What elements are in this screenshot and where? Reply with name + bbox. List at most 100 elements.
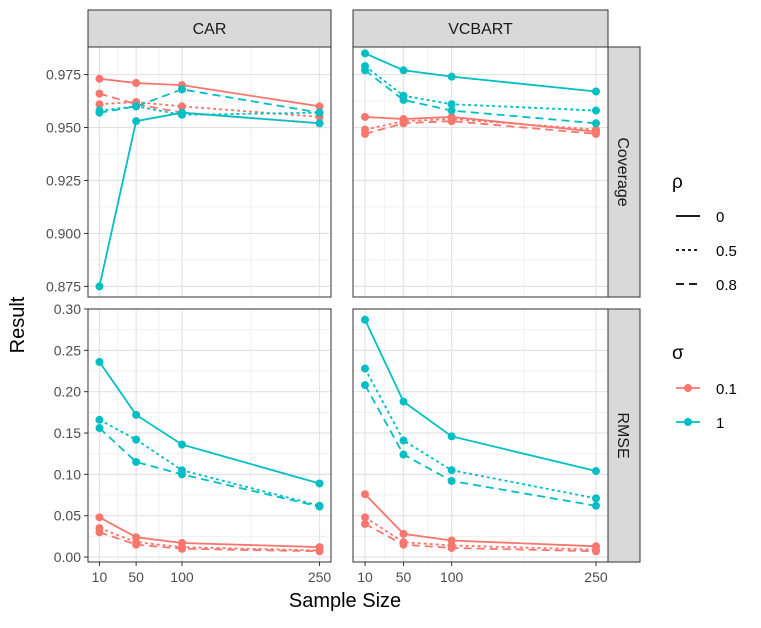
series-line-sigma-0.1-rho-0 bbox=[99, 77, 320, 108]
data-point bbox=[447, 476, 456, 485]
y-tick-label: 0.20 bbox=[54, 384, 81, 400]
x-tick-label: 50 bbox=[396, 569, 412, 585]
data-point bbox=[315, 547, 324, 556]
facet-strip-label: VCBART bbox=[448, 21, 513, 38]
color-legend-key-point bbox=[684, 418, 692, 426]
y-tick-label: 0.10 bbox=[54, 466, 81, 482]
facet-strip-label: RMSE bbox=[614, 412, 631, 458]
series-line-sigma-0.1-rho-0.8 bbox=[99, 92, 320, 125]
facet-strip-label: CAR bbox=[193, 21, 227, 38]
series-line-sigma-0.1-rho-0.8 bbox=[364, 523, 596, 553]
data-point bbox=[591, 129, 600, 138]
data-point bbox=[591, 87, 600, 96]
data-point bbox=[447, 117, 456, 126]
data-point bbox=[95, 513, 104, 522]
x-tick-label: 10 bbox=[357, 569, 373, 585]
linetype-legend-label: 0.8 bbox=[716, 277, 737, 294]
series-line-sigma-1-rho-0.5 bbox=[364, 65, 597, 112]
data-point bbox=[361, 381, 370, 390]
data-point bbox=[361, 315, 370, 324]
y-tick-label: 0.875 bbox=[46, 278, 81, 294]
data-point bbox=[399, 436, 408, 445]
data-point bbox=[591, 467, 600, 476]
series-line-sigma-0.1-rho-0 bbox=[364, 493, 597, 548]
data-point bbox=[361, 129, 370, 138]
series-line-sigma-1-rho-0.5 bbox=[99, 105, 320, 116]
data-point bbox=[447, 72, 456, 81]
series-line-sigma-1-rho-0.5 bbox=[99, 418, 320, 507]
y-tick-label: 0.950 bbox=[46, 120, 81, 136]
data-point bbox=[399, 450, 408, 459]
y-axis-title: Result bbox=[7, 296, 29, 353]
data-point bbox=[132, 457, 141, 466]
panels-layer: CAR VCBART Coverage RMSE bbox=[87, 9, 641, 563]
facet-strip-coverage bbox=[607, 46, 641, 298]
y-tick-label: 0.925 bbox=[46, 172, 81, 188]
series-line-sigma-1-rho-0.8 bbox=[364, 384, 597, 507]
data-point bbox=[95, 74, 104, 83]
x-axis-title: Sample Size bbox=[289, 590, 401, 612]
panel-vcbart-coverage bbox=[352, 46, 609, 298]
data-point bbox=[95, 100, 104, 109]
data-point bbox=[399, 66, 408, 75]
panel-border bbox=[352, 46, 609, 298]
series-line-sigma-1-rho-0 bbox=[364, 319, 597, 472]
data-point bbox=[591, 106, 600, 115]
data-point bbox=[132, 435, 141, 444]
panel-border bbox=[87, 46, 332, 298]
data-point bbox=[591, 494, 600, 503]
panel-border bbox=[352, 308, 609, 563]
data-point bbox=[361, 66, 370, 75]
data-point bbox=[132, 79, 141, 88]
data-point bbox=[315, 479, 324, 488]
y-tick-label: 0.15 bbox=[54, 425, 81, 441]
color-legend-label: 0.1 bbox=[716, 381, 737, 398]
panel-car-rmse bbox=[87, 308, 332, 563]
data-point bbox=[361, 490, 370, 499]
linetype-legend-label: 0 bbox=[716, 209, 724, 226]
data-point bbox=[361, 519, 370, 528]
data-point bbox=[95, 528, 104, 537]
panel-background bbox=[353, 309, 608, 562]
facet-strip-rmse bbox=[607, 308, 641, 563]
data-point bbox=[95, 108, 104, 117]
y-tick-label: 0.30 bbox=[54, 301, 81, 317]
data-point bbox=[447, 543, 456, 552]
x-tick-label: 250 bbox=[308, 569, 332, 585]
data-point bbox=[399, 540, 408, 549]
data-point bbox=[399, 397, 408, 406]
panel-background bbox=[88, 309, 331, 562]
data-point bbox=[132, 102, 141, 111]
data-point bbox=[177, 544, 186, 553]
data-point bbox=[361, 513, 370, 522]
data-point bbox=[447, 100, 456, 109]
panel-border bbox=[87, 308, 332, 563]
series-line-sigma-0.1-rho-0.8 bbox=[364, 120, 597, 135]
data-point bbox=[315, 502, 324, 511]
series-line-sigma-0.1-rho-0 bbox=[99, 516, 320, 549]
data-point bbox=[361, 364, 370, 373]
series-line-sigma-1-rho-0.8 bbox=[364, 69, 597, 125]
data-point bbox=[132, 117, 141, 126]
color-legend-label: 1 bbox=[716, 415, 724, 432]
x-tick-label: 10 bbox=[92, 569, 108, 585]
data-point bbox=[399, 95, 408, 104]
data-point bbox=[95, 357, 104, 366]
data-point bbox=[132, 540, 141, 549]
x-tick-label: 250 bbox=[584, 569, 608, 585]
series-line-sigma-0.1-rho-0.8 bbox=[99, 531, 320, 553]
series-line-sigma-0.1-rho-0.5 bbox=[99, 527, 320, 552]
data-point bbox=[315, 108, 324, 117]
series-line-sigma-1-rho-0 bbox=[364, 52, 597, 93]
series-line-sigma-1-rho-0 bbox=[98, 111, 320, 287]
facet-strip-label: Coverage bbox=[614, 137, 631, 206]
series-line-sigma-1-rho-0.8 bbox=[99, 88, 320, 114]
data-point bbox=[591, 547, 600, 556]
data-point bbox=[591, 119, 600, 128]
y-tick-label: 0.25 bbox=[54, 342, 81, 358]
y-tick-label: 0.00 bbox=[54, 549, 81, 565]
data-point bbox=[399, 119, 408, 128]
x-tick-label: 100 bbox=[440, 569, 464, 585]
series-line-sigma-1-rho-0.5 bbox=[364, 368, 597, 500]
